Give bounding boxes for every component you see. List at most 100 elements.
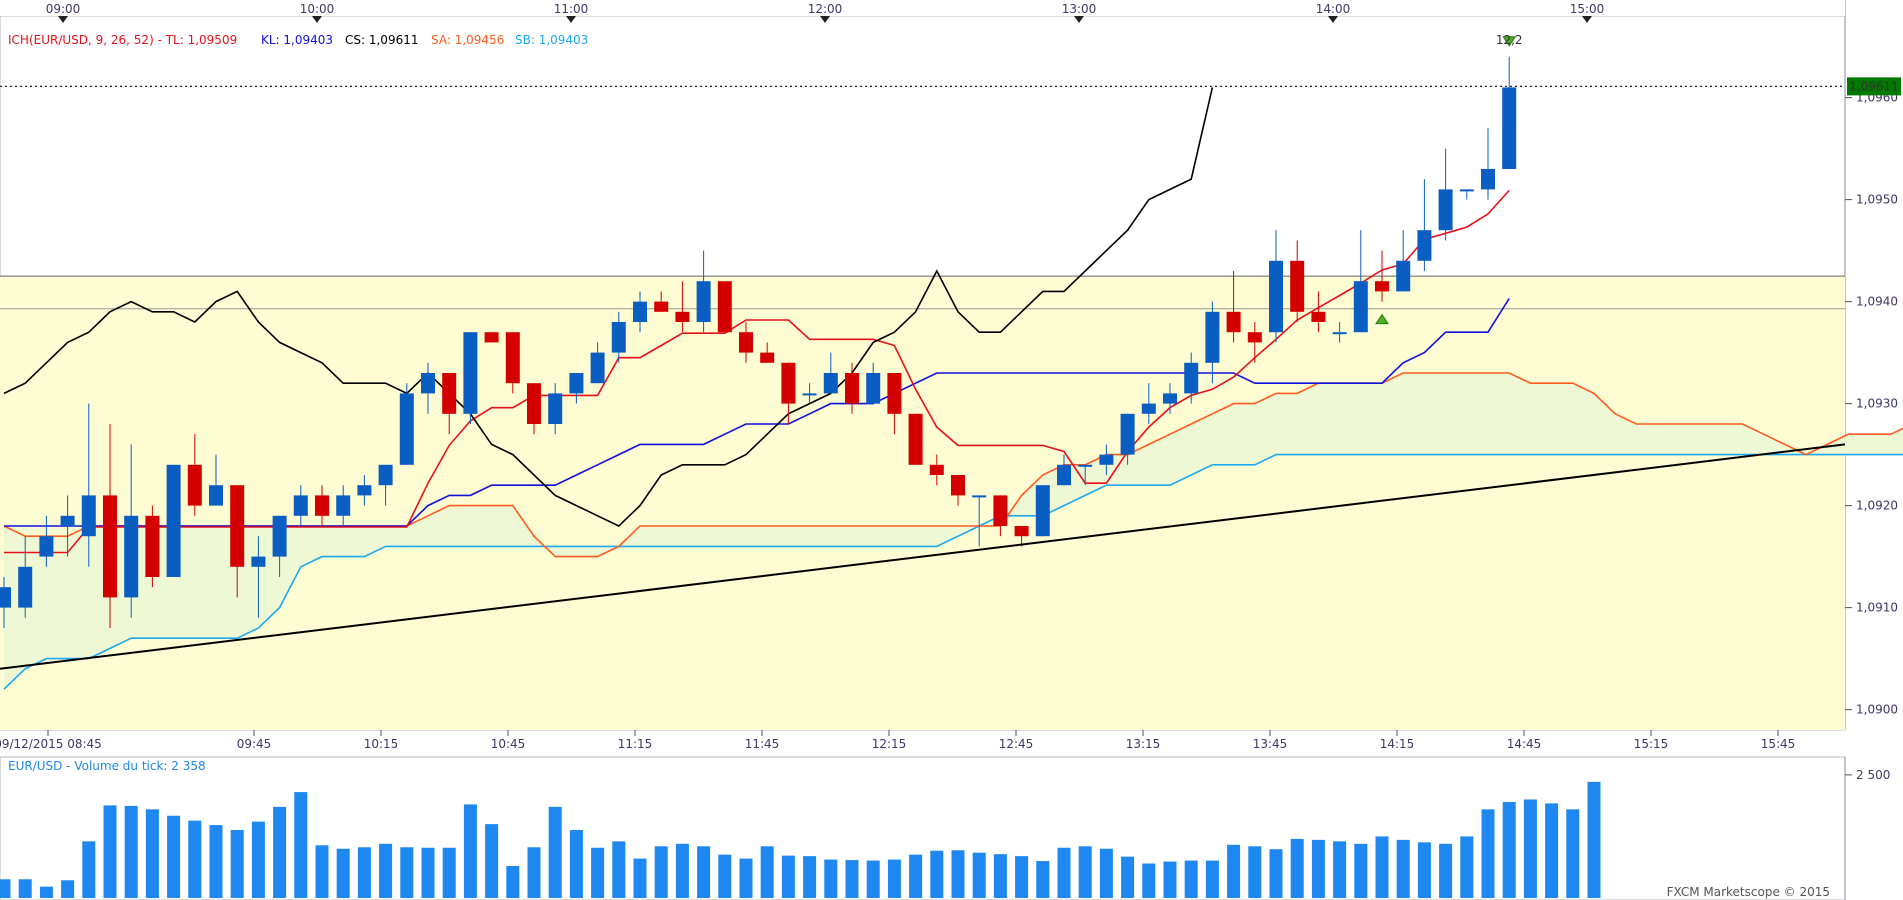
candle-3[interactable] xyxy=(60,495,75,557)
candle-12[interactable] xyxy=(251,536,266,618)
candle-68[interactable] xyxy=(1438,148,1453,241)
volume-bar-8 xyxy=(167,815,181,898)
candle-51[interactable] xyxy=(1078,464,1093,486)
zone-fill xyxy=(0,276,1845,730)
candle-41[interactable] xyxy=(866,362,881,404)
candle-14[interactable] xyxy=(293,485,308,526)
candle-9[interactable] xyxy=(187,434,202,516)
candle-16[interactable] xyxy=(336,485,351,526)
candle-49[interactable] xyxy=(1035,485,1050,537)
candle-44[interactable] xyxy=(929,454,944,486)
volume-bar-18 xyxy=(379,843,393,898)
candle-34[interactable] xyxy=(717,281,732,333)
candle-36[interactable] xyxy=(760,342,775,363)
candle-71[interactable] xyxy=(1502,56,1517,169)
candle-62[interactable] xyxy=(1311,291,1326,333)
candle-69[interactable] xyxy=(1459,189,1474,200)
top-time-label-4: 13:00 xyxy=(1062,2,1097,16)
candle-30[interactable] xyxy=(633,291,647,333)
candle-45[interactable] xyxy=(951,475,965,506)
support-trendline[interactable] xyxy=(0,443,1846,670)
candle-46[interactable] xyxy=(972,495,987,547)
candle-19[interactable] xyxy=(399,383,414,465)
volume-bar-47 xyxy=(993,854,1007,898)
candle-18[interactable] xyxy=(378,464,393,506)
candle-10[interactable] xyxy=(209,454,223,506)
volume-bar-36 xyxy=(760,846,774,898)
kijun-line[interactable] xyxy=(4,298,1510,527)
candle-body xyxy=(972,495,987,498)
candle-40[interactable] xyxy=(845,362,859,414)
candle-56[interactable] xyxy=(1184,352,1199,404)
candle-21[interactable] xyxy=(442,373,457,435)
up-arrow-icon xyxy=(1375,313,1389,325)
candle-26[interactable] xyxy=(548,383,563,435)
candle-63[interactable] xyxy=(1332,322,1347,343)
candle-59[interactable] xyxy=(1247,322,1262,363)
bottom-time-label-8: 13:15 xyxy=(1126,737,1161,751)
candle-38[interactable] xyxy=(802,383,817,404)
candle-24[interactable] xyxy=(505,332,520,394)
candle-27[interactable] xyxy=(569,373,584,404)
candle-body xyxy=(951,475,965,496)
candle-7[interactable] xyxy=(145,505,160,588)
candle-58[interactable] xyxy=(1226,271,1241,343)
candle-0[interactable] xyxy=(0,577,11,628)
candle-61[interactable] xyxy=(1290,240,1305,322)
volume-bar-57 xyxy=(1205,860,1219,898)
candle-60[interactable] xyxy=(1269,230,1283,343)
candle-53[interactable] xyxy=(1120,413,1135,465)
candle-31[interactable] xyxy=(654,291,669,312)
candle-32[interactable] xyxy=(675,281,690,333)
top-time-tick-5 xyxy=(1328,16,1338,23)
candle-17[interactable] xyxy=(357,475,372,506)
candle-57[interactable] xyxy=(1205,301,1220,384)
volume-bar-39 xyxy=(824,859,838,898)
candle-6[interactable] xyxy=(124,444,139,618)
candle-8[interactable] xyxy=(166,464,181,577)
candlestick-series[interactable] xyxy=(0,56,1517,628)
candle-43[interactable] xyxy=(908,413,923,465)
candle-2[interactable] xyxy=(39,515,54,567)
volume-bar-70 xyxy=(1481,809,1495,898)
candle-50[interactable] xyxy=(1057,454,1071,486)
candle-body xyxy=(1247,332,1262,343)
candle-35[interactable] xyxy=(739,322,753,363)
chikou-line[interactable] xyxy=(3,87,1214,527)
candle-42[interactable] xyxy=(887,373,902,435)
trendline[interactable] xyxy=(0,443,1846,670)
candle-47[interactable] xyxy=(993,495,1008,537)
candle-65[interactable] xyxy=(1375,250,1389,302)
candle-13[interactable] xyxy=(272,515,287,577)
volume-bar-11 xyxy=(230,830,244,898)
candle-5[interactable] xyxy=(103,424,117,628)
volume-bar-66 xyxy=(1396,839,1410,898)
candle-23[interactable] xyxy=(484,332,499,343)
candle-29[interactable] xyxy=(611,311,626,363)
candle-39[interactable] xyxy=(823,352,838,394)
candle-67[interactable] xyxy=(1417,179,1432,271)
candle-15[interactable] xyxy=(315,485,329,526)
candle-11[interactable] xyxy=(230,485,245,598)
candle-body xyxy=(993,495,1008,526)
candle-20[interactable] xyxy=(421,362,435,414)
candle-33[interactable] xyxy=(696,250,711,333)
candle-70[interactable] xyxy=(1481,128,1495,200)
candle-48[interactable] xyxy=(1014,526,1029,547)
candle-52[interactable] xyxy=(1099,444,1114,475)
candle-37[interactable] xyxy=(781,362,796,424)
candle-4[interactable] xyxy=(81,403,96,567)
candle-28[interactable] xyxy=(590,342,605,384)
tenkan-line[interactable] xyxy=(4,189,1510,554)
candle-64[interactable] xyxy=(1353,230,1368,333)
candle-25[interactable] xyxy=(527,383,541,435)
volume-bar-16 xyxy=(336,848,350,898)
senkou-b-line[interactable] xyxy=(3,434,1903,690)
candle-body xyxy=(1035,485,1050,537)
candle-66[interactable] xyxy=(1396,230,1411,292)
candle-1[interactable] xyxy=(18,536,33,618)
candle-22[interactable] xyxy=(463,332,478,424)
candle-55[interactable] xyxy=(1163,383,1177,414)
candle-54[interactable] xyxy=(1141,383,1156,424)
